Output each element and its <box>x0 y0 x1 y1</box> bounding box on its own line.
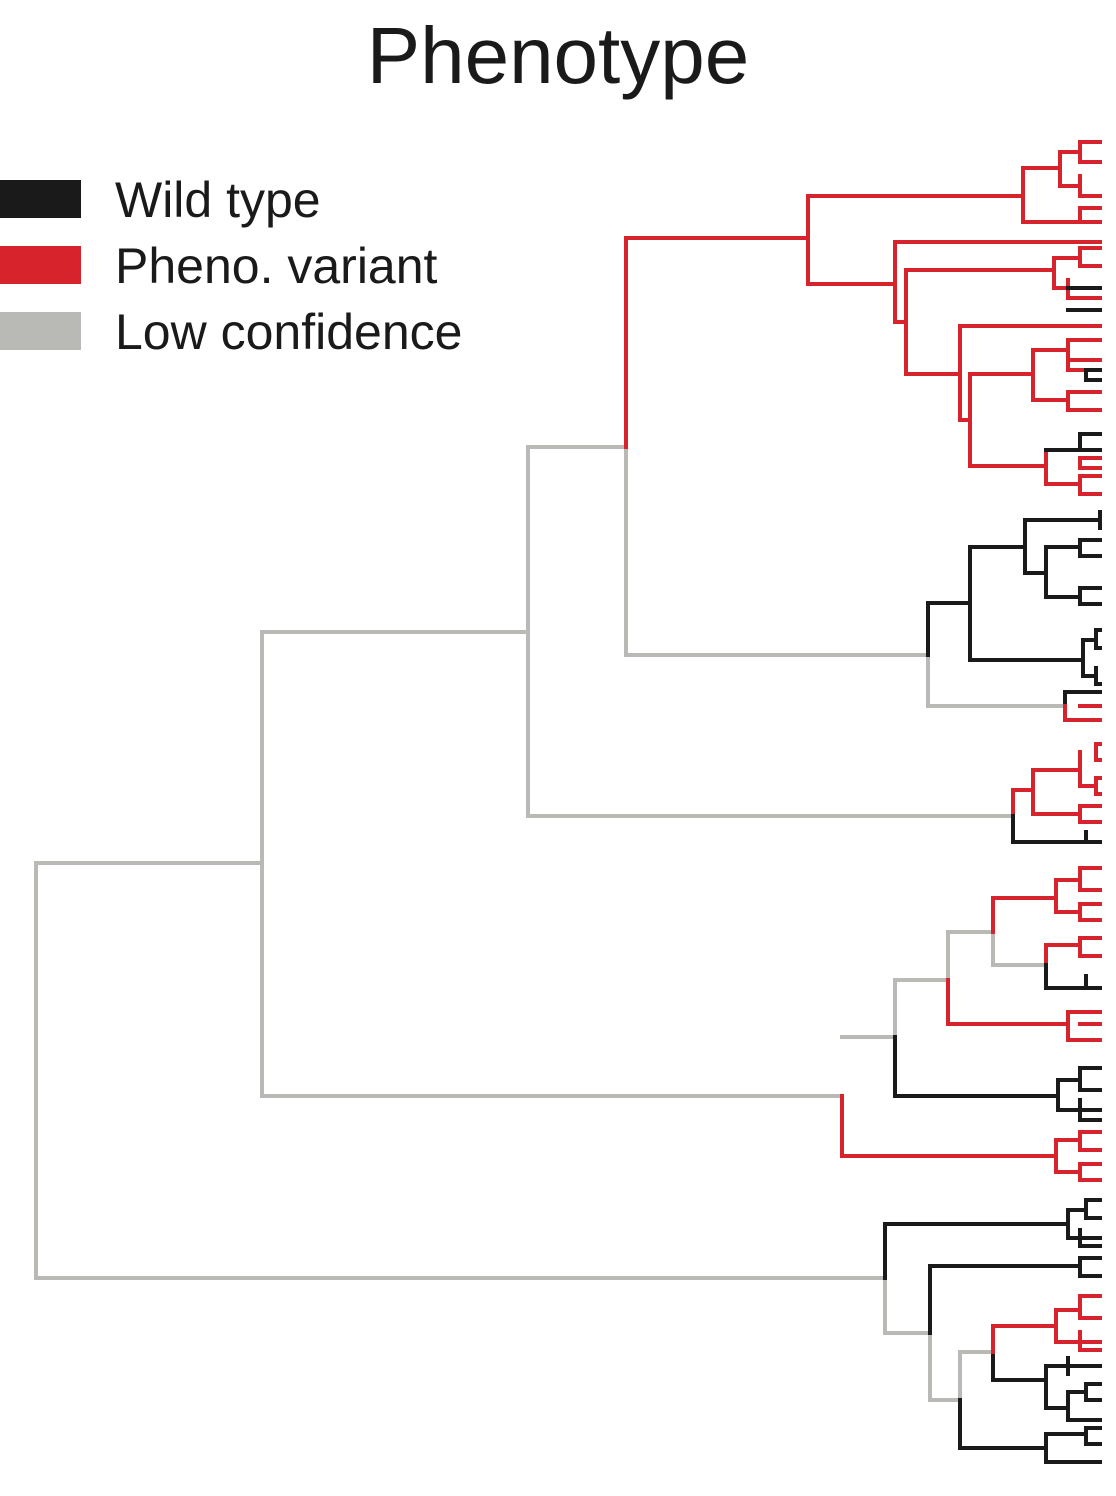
legend-label-pheno-variant: Pheno. variant <box>115 238 438 294</box>
clade-top-wildtype-leaves <box>1044 286 1102 452</box>
root-branches <box>34 445 1067 1402</box>
clade-wildtype-3 <box>893 963 1102 1122</box>
clade-top-variant <box>624 140 1102 496</box>
clade-wildtype-1 <box>926 510 1102 708</box>
clade-wildtype-4 <box>883 1198 1102 1464</box>
clade-variant-small <box>1063 704 1102 722</box>
clade-variant-3 <box>840 866 1102 1182</box>
legend-label-wild-type: Wild type <box>115 172 321 228</box>
page-title: Phenotype <box>366 11 750 100</box>
clade-variant-2 <box>1011 742 1102 824</box>
legend-swatch-wild-type <box>0 180 81 218</box>
legend-swatch-low-confidence <box>0 312 81 350</box>
clade-wildtype-2 <box>1011 814 1102 844</box>
legend-swatch-pheno-variant <box>0 246 81 284</box>
clade-variant-4 <box>991 1294 1102 1354</box>
legend-label-low-confidence: Low confidence <box>115 304 463 360</box>
